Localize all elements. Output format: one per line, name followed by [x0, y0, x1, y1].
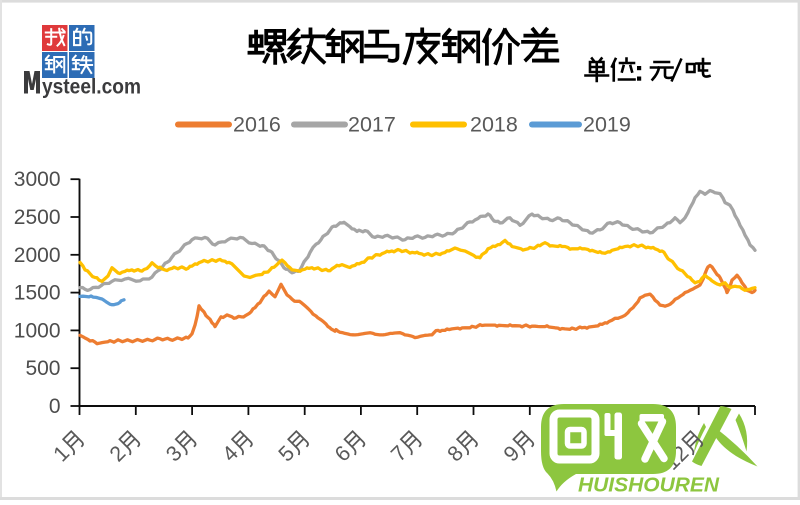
svg-text:2018: 2018 — [470, 113, 518, 137]
svg-text:500: 500 — [25, 357, 60, 380]
svg-text:2500: 2500 — [14, 206, 61, 229]
svg-text:2016: 2016 — [233, 113, 281, 137]
svg-text:2017: 2017 — [348, 113, 396, 137]
svg-text:HUISHOUREN: HUISHOUREN — [578, 475, 720, 497]
svg-text:2000: 2000 — [14, 244, 61, 267]
svg-text:1000: 1000 — [14, 319, 61, 342]
svg-text:3000: 3000 — [14, 168, 61, 191]
svg-text:1500: 1500 — [14, 282, 61, 305]
svg-text:ysteel.com: ysteel.com — [42, 76, 141, 99]
svg-text:2019: 2019 — [583, 113, 631, 137]
svg-text:0: 0 — [49, 395, 61, 418]
